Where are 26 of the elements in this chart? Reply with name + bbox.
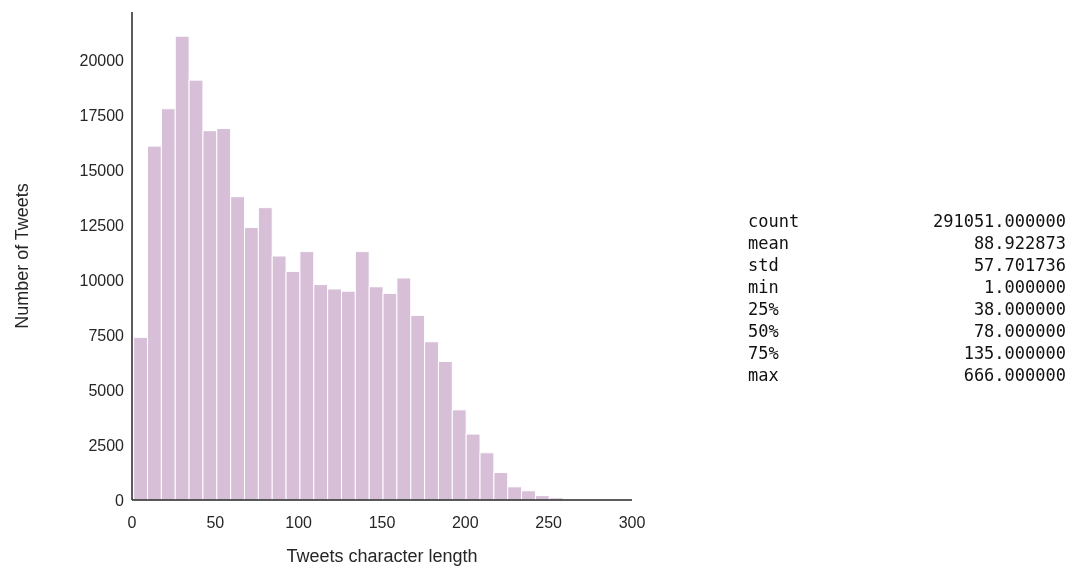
y-tick-label: 20000 bbox=[79, 51, 125, 69]
y-tick-label: 7500 bbox=[88, 326, 125, 344]
text: mean 88.922873 bbox=[748, 233, 1066, 253]
y-tick-label: 15000 bbox=[79, 161, 125, 179]
y-tick-label: 0 bbox=[115, 491, 125, 509]
text: 50% 78.000000 bbox=[748, 321, 1066, 341]
x-tick-label: 150 bbox=[368, 514, 396, 531]
y-tick-label: 10000 bbox=[79, 271, 125, 289]
y-tick-label: 2500 bbox=[88, 436, 125, 454]
text: count 291051.000000 bbox=[748, 211, 1066, 231]
x-tick-label: 300 bbox=[618, 514, 646, 531]
text: 75% 135.000000 bbox=[748, 343, 1066, 363]
x-tick-label: 0 bbox=[127, 514, 137, 531]
y-axis-title: Number of Tweets bbox=[12, 183, 32, 329]
text: max 666.000000 bbox=[748, 365, 1066, 385]
text: std 57.701736 bbox=[748, 255, 1066, 275]
y-tick-label: 5000 bbox=[88, 381, 125, 399]
text: 25% 38.000000 bbox=[748, 299, 1066, 319]
y-tick-label: 17500 bbox=[79, 106, 125, 124]
x-tick-label: 200 bbox=[451, 514, 479, 531]
x-tick-label: 250 bbox=[535, 514, 563, 531]
x-tick-label: 50 bbox=[206, 514, 225, 531]
x-tick-label: 100 bbox=[285, 514, 313, 531]
text: min 1.000000 bbox=[748, 277, 1066, 297]
y-tick-label: 12500 bbox=[79, 216, 125, 234]
x-axis-title: Tweets character length bbox=[286, 546, 478, 566]
